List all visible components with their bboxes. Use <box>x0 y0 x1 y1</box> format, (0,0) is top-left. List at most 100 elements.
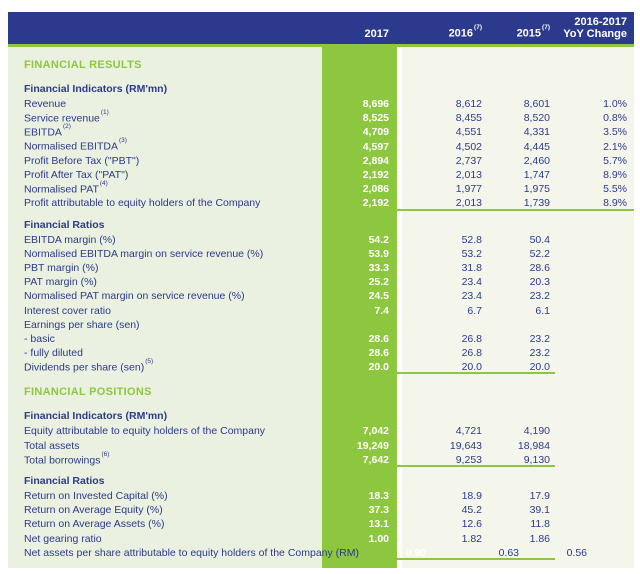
table-row: Service revenue(1) 8,525 8,455 8,520 0.8% <box>8 109 634 125</box>
cell-2015: 11.8 <box>530 518 550 531</box>
cell-2015: 23.2 <box>529 347 550 360</box>
cell-2016: 26.8 <box>461 332 482 345</box>
cell-2015: 8,601 <box>523 98 550 111</box>
cell-2015: 20.0 <box>529 361 550 374</box>
cell-2015: 50.4 <box>529 233 550 246</box>
table-row: PAT margin (%) 25.2 23.4 20.3 <box>8 275 634 289</box>
row-label: Normalised EBITDA(3) <box>24 137 127 153</box>
row-label: Total borrowings(6) <box>24 450 110 467</box>
row-label: - basic <box>24 332 55 345</box>
footnote-marker: (3) <box>118 137 127 145</box>
row-label: EBITDA margin (%) <box>24 233 116 246</box>
table-row: Total borrowings(6) 7,642 9,253 9,130 <box>8 450 634 467</box>
cell-2016: 2,737 <box>455 154 482 167</box>
cell-yoy-change: 5.5% <box>603 183 627 196</box>
cell-2016: 1.82 <box>461 532 482 545</box>
cell-2015: 23.2 <box>529 332 550 345</box>
table-row: Earnings per share (sen) <box>8 318 634 332</box>
cell-2016: 53.2 <box>461 247 482 260</box>
cell-yoy-change: 1.0% <box>603 98 627 111</box>
table-row: Return on Average Equity (%) 37.3 45.2 39.1 <box>8 503 634 517</box>
cell-yoy-change: 8.9% <box>603 169 627 182</box>
cell-2015: 2,460 <box>523 154 550 167</box>
table-row: Normalised PAT margin on service revenue… <box>8 289 634 303</box>
row-label: PBT margin (%) <box>24 261 99 274</box>
cell-yoy-change: 0.8% <box>603 112 627 125</box>
cell-2016: 23.4 <box>461 290 482 303</box>
cell-2017: 33.3 <box>368 261 389 274</box>
table-row: Dividends per share (sen)(5) 20.0 20.0 20.0 <box>8 358 634 375</box>
row-label: Profit After Tax ("PAT") <box>24 169 129 182</box>
subheading: Financial Ratios <box>24 474 105 487</box>
cell-2016: 6.7 <box>467 304 482 317</box>
row-label: Service revenue(1) <box>24 109 109 125</box>
cell-2015: 20.3 <box>529 276 550 289</box>
cell-2017: 1.00 <box>368 532 389 545</box>
table-row: Normalised EBITDA margin on service reve… <box>8 247 634 261</box>
row-label: Equity attributable to equity holders of… <box>24 425 266 438</box>
subheading-row: Financial Ratios <box>8 467 634 489</box>
column-header-2015-label: 2015 <box>516 28 542 40</box>
subheading: Financial Indicators (RM'mn) <box>24 83 168 95</box>
row-label: PAT margin (%) <box>24 276 97 289</box>
cell-2016: 1,977 <box>455 183 482 196</box>
row-label: Dividends per share (sen)(5) <box>24 358 154 374</box>
table-row: Equity attributable to equity holders of… <box>8 424 634 438</box>
cell-2016: 23.4 <box>461 276 482 289</box>
row-label: Normalised PAT(4) <box>24 179 108 196</box>
column-header-2017-label: 2017 <box>364 28 389 40</box>
cell-2017: 37.3 <box>368 504 389 517</box>
cell-2017: 24.5 <box>368 290 389 303</box>
cell-2017: 4,709 <box>362 126 389 139</box>
cell-2015: 1,975 <box>523 183 550 196</box>
cell-2016: 8,455 <box>455 112 482 125</box>
row-label: Normalised EBITDA margin on service reve… <box>24 247 264 260</box>
green-underline <box>397 208 634 211</box>
cell-2016: 20.0 <box>461 361 482 374</box>
subheading-row: Financial Ratios <box>8 211 634 233</box>
cell-2017: 2,192 <box>362 197 389 210</box>
footnote-marker: (1) <box>100 109 109 117</box>
section-title: FINANCIAL POSITIONS <box>24 386 152 399</box>
cell-2017: 25.2 <box>368 276 389 289</box>
table-row: Normalised PAT(4) 2,086 1,977 1,975 5.5% <box>8 179 634 196</box>
cell-2017: 54.2 <box>368 233 389 246</box>
column-header-2016: 2016(7) <box>402 24 487 40</box>
cell-2015: 28.6 <box>529 261 550 274</box>
subheading-row: Financial Indicators (RM'mn) <box>8 75 634 97</box>
cell-2016: 18.9 <box>461 490 482 503</box>
cell-2017: 8,525 <box>362 112 389 125</box>
cell-2015: 39.1 <box>529 504 550 517</box>
cell-2016: 26.8 <box>461 347 482 360</box>
table-row: PBT margin (%) 33.3 31.8 28.6 <box>8 261 634 275</box>
table-row: - fully diluted 28.6 26.8 23.2 <box>8 346 634 360</box>
table-row: Profit attributable to equity holders of… <box>8 196 634 211</box>
footnote-marker: (4) <box>99 179 108 187</box>
section-title-row: FINANCIAL POSITIONS <box>8 374 634 402</box>
table-row: Profit After Tax ("PAT") 2,192 2,013 1,747 8… <box>8 168 634 182</box>
cell-2016: 52.8 <box>461 233 482 246</box>
cell-2017: 7,042 <box>362 425 389 438</box>
subheading: Financial Indicators (RM'mn) <box>24 410 168 423</box>
yoy-header-line2: YoY Change <box>563 28 627 40</box>
yoy-header-line1: 2016-2017 <box>574 16 627 28</box>
row-label: Revenue <box>24 98 67 111</box>
cell-yoy-change: 5.7% <box>603 154 627 167</box>
cell-2015: 1.86 <box>529 532 550 545</box>
row-label: Net assets per share attributable to equ… <box>24 546 359 559</box>
footnote-marker: (2) <box>62 123 71 131</box>
subheading: Financial Ratios <box>24 218 105 231</box>
cell-2017: 28.6 <box>368 347 389 360</box>
table-row: Net gearing ratio 1.00 1.82 1.86 <box>8 532 634 546</box>
footnote-marker: (6) <box>101 450 110 458</box>
cell-2016: 31.8 <box>461 261 482 274</box>
section-title: FINANCIAL RESULTS <box>24 59 142 71</box>
cell-2017: 2,894 <box>362 154 389 167</box>
cell-2016: 4,721 <box>455 425 482 438</box>
cell-2015: 18,984 <box>517 439 550 452</box>
green-underline <box>397 464 555 467</box>
cell-2017: 2,192 <box>362 169 389 182</box>
cell-2016: 4,502 <box>455 140 482 153</box>
cell-2016: 19,643 <box>449 439 482 452</box>
